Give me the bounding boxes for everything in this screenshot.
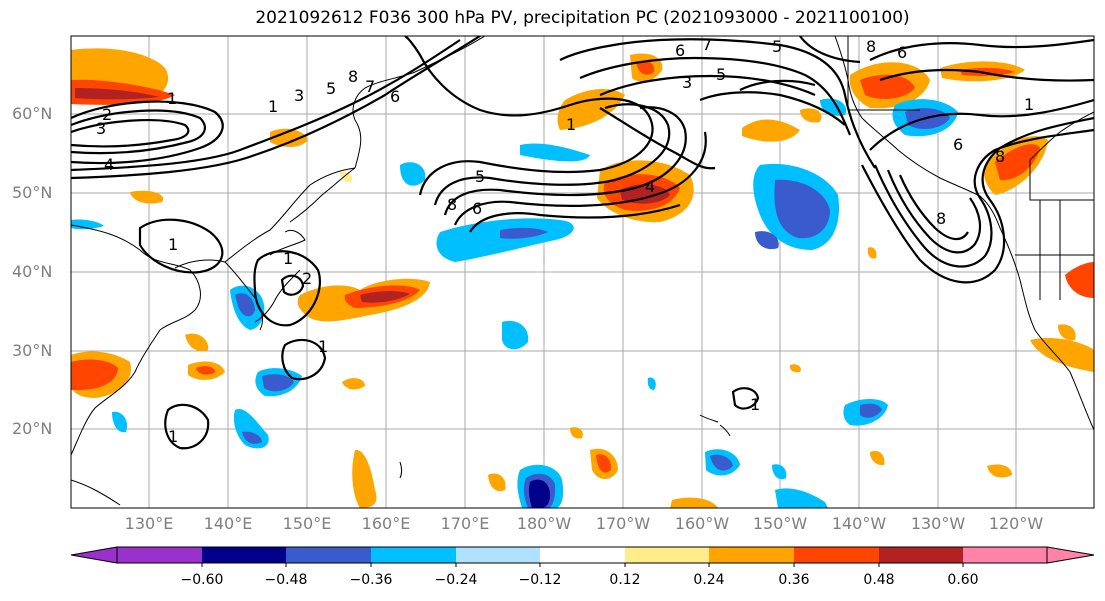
lon-label: 130°W	[910, 514, 966, 533]
colorbar-bin	[117, 547, 202, 563]
contour-label: 8	[936, 209, 946, 228]
contour-label: 5	[716, 65, 726, 84]
colorbar-tick-label: −0.48	[264, 572, 308, 588]
lon-label: 150°W	[752, 514, 808, 533]
contour-label: 8	[995, 147, 1005, 166]
contour-label: 8	[866, 37, 876, 56]
contour-labels: 1 2 3 4 5 6 7 8 1 3 1 4 5 8 6 6 7 5 5 3 …	[96, 35, 1034, 446]
colorbar-tick-label: 0.12	[609, 572, 641, 588]
lon-label: 120°W	[988, 514, 1044, 533]
colorbar-bin	[286, 547, 371, 563]
colorbar-bin	[371, 547, 456, 563]
colorbar-bin	[540, 547, 625, 563]
pv-contours	[71, 36, 1094, 450]
contour-label: 3	[96, 119, 106, 138]
colorbar-tick-label: −0.12	[518, 572, 562, 588]
contour-label: 7	[702, 35, 712, 54]
contour-label: 3	[682, 73, 692, 92]
lon-label: 160°W	[674, 514, 730, 533]
contour-label: 6	[953, 135, 963, 154]
contour-label: 1	[167, 89, 177, 108]
contour-label: 4	[645, 177, 655, 196]
colorbar-tick-label: −0.24	[434, 572, 478, 588]
contour-label: 4	[104, 155, 114, 174]
contour-label: 2	[102, 105, 112, 124]
contour-label: 7	[365, 77, 375, 96]
lon-label: 160°E	[361, 514, 411, 533]
colorbar-tick-label: 0.60	[947, 572, 979, 588]
contour-label: 1	[750, 395, 760, 414]
lon-label: 140°W	[831, 514, 887, 533]
contour-label: 2	[302, 269, 312, 288]
contour-label: 1	[268, 97, 278, 116]
colorbar-bin	[709, 547, 794, 563]
contour-label: 8	[447, 195, 457, 214]
lat-label: 60°N	[12, 104, 53, 123]
colorbar-bin	[794, 547, 879, 563]
contour-label: 1	[168, 427, 178, 446]
lat-label: 30°N	[12, 341, 53, 360]
colorbar-max-extend	[1046, 546, 1095, 564]
contour-label: 8	[348, 67, 358, 86]
colorbar-bin	[879, 547, 963, 563]
lon-label: 170°E	[440, 514, 490, 533]
colorbar-bin	[456, 547, 540, 563]
contour-label: 5	[326, 79, 336, 98]
contour-label: 6	[472, 199, 482, 218]
lon-label: 140°E	[203, 514, 253, 533]
colorbar-border	[116, 546, 1048, 564]
colorbar-tick-label: 0.36	[778, 572, 810, 588]
contour-label: 3	[294, 86, 304, 105]
precip-positive-shading	[71, 48, 1094, 508]
lon-label: 180°W	[516, 514, 572, 533]
contour-label: 6	[390, 87, 400, 106]
contour-label: 6	[897, 43, 907, 62]
contour-label: 1	[318, 337, 328, 356]
contour-label: 5	[475, 167, 485, 186]
contour-label: 6	[675, 41, 685, 60]
lon-label: 130°E	[124, 514, 174, 533]
contour-label: 1	[168, 235, 178, 254]
contour-label: 1	[283, 249, 293, 268]
contour-label: 1	[566, 115, 576, 134]
colorbar-bin	[963, 547, 1047, 563]
map-title: 2021092612 F036 300 hPa PV, precipitatio…	[255, 8, 910, 28]
contour-label: 5	[772, 37, 782, 56]
colorbar-tick-label: 0.24	[693, 572, 725, 588]
colorbar-bin	[202, 547, 286, 563]
colorbar-tick-label: 0.48	[863, 572, 895, 588]
colorbar-tick-label: −0.60	[180, 572, 224, 588]
map-border	[70, 35, 1095, 509]
lat-label: 20°N	[12, 419, 53, 438]
contour-label: 1	[1024, 95, 1034, 114]
colorbar-tick-label: −0.36	[349, 572, 393, 588]
colorbar-min-extend	[70, 546, 118, 564]
colorbar-bin	[625, 547, 709, 563]
lat-label: 40°N	[12, 262, 53, 281]
lat-label: 50°N	[12, 183, 53, 202]
lon-label: 150°E	[282, 514, 332, 533]
lon-label: 170°W	[595, 514, 651, 533]
colorbar	[70, 546, 1095, 567]
